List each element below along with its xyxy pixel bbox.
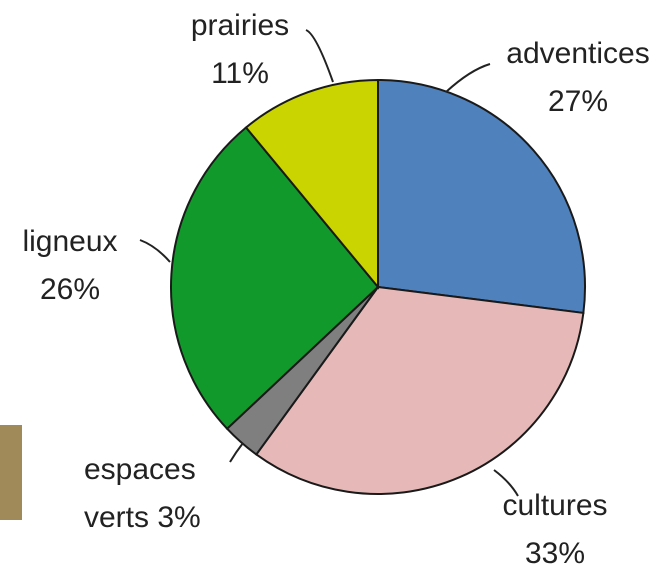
slices	[170, 78, 586, 495]
slice-label: prairies 11%	[160, 2, 320, 98]
cropped-image	[0, 425, 22, 520]
category-label: prairies	[190, 9, 290, 42]
leader-lines	[139, 29, 519, 497]
value-label: 26%	[39, 273, 101, 306]
category-label: adventices	[506, 37, 650, 70]
pie-slice	[170, 126, 380, 431]
pie-slice	[377, 78, 586, 315]
value-label: 11%	[211, 57, 269, 90]
value-label: 3%	[157, 501, 201, 534]
slice-label: adventices 27%	[488, 30, 668, 126]
leader-line	[229, 442, 244, 463]
pie-slice	[254, 285, 585, 495]
value-label: 33%	[524, 537, 586, 567]
value-label: 27%	[547, 85, 609, 118]
leader-line	[493, 469, 519, 497]
pie-slice	[244, 78, 379, 290]
leader-line	[139, 239, 171, 263]
category-label: espaces verts	[84, 453, 196, 534]
leader-line	[305, 29, 334, 83]
category-label: ligneux	[22, 225, 118, 258]
slice-label: ligneux 26%	[0, 218, 140, 314]
category-label: cultures	[502, 489, 608, 522]
leader-line	[445, 63, 491, 93]
slice-label: espaces verts 3%	[84, 446, 234, 542]
slice-label: cultures 33%	[480, 482, 630, 567]
